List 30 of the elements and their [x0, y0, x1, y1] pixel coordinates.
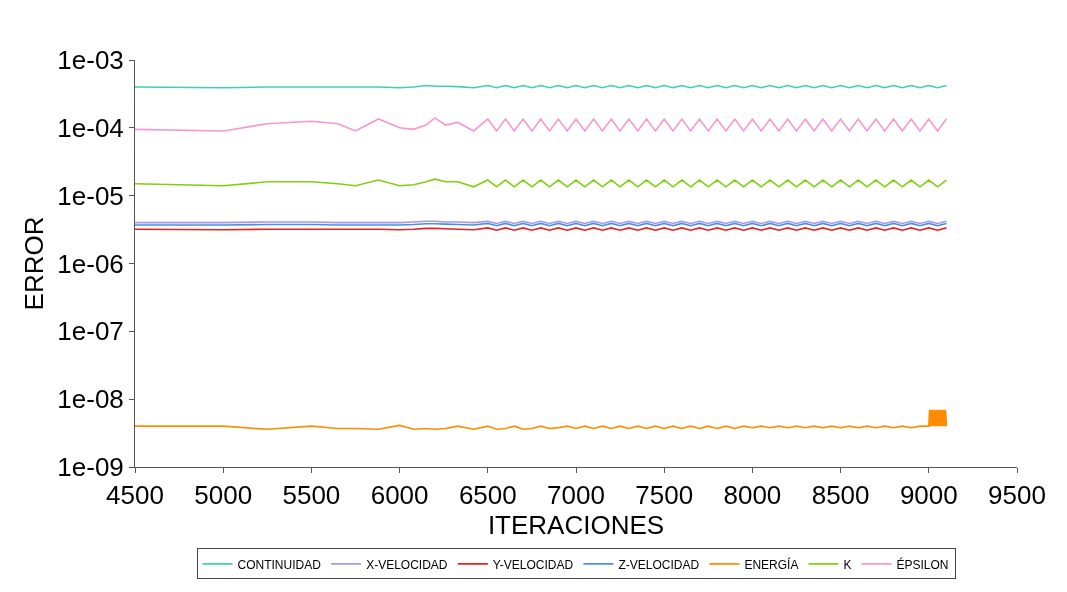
legend-label: ENERGÍA	[744, 556, 799, 572]
legend-label: Z-VELOCIDAD	[618, 557, 700, 572]
x-tick-label: 8000	[723, 480, 782, 511]
x-axis-title: ITERACIONES	[487, 510, 665, 541]
y-tick-label: 1e-08	[57, 384, 124, 415]
y-tick-label: 1e-09	[57, 452, 124, 483]
x-tick-label: 6500	[458, 480, 517, 511]
legend-label: ÉPSILON	[896, 556, 949, 572]
line-series	[135, 178, 948, 188]
x-tick-label: 8500	[811, 480, 870, 511]
y-tick-label: 1e-04	[57, 112, 124, 143]
y-axis-title: ERROR	[18, 216, 49, 311]
x-tick-label: 5000	[194, 480, 253, 511]
y-tick-label: 1e-07	[57, 316, 124, 347]
legend-label: K	[843, 557, 852, 572]
legend-label: X-VELOCIDAD	[366, 557, 448, 572]
line-series	[135, 408, 948, 431]
y-tick-label: 1e-06	[57, 248, 124, 279]
x-tick-label: 5500	[282, 480, 341, 511]
x-tick-label: 7000	[547, 480, 605, 511]
line-series	[135, 117, 948, 132]
legend-label: CONTINUIDAD	[237, 557, 322, 572]
x-tick-label: 4500	[106, 480, 164, 511]
legend-label: Y-VELOCIDAD	[492, 557, 574, 572]
x-tick-label: 9500	[988, 480, 1046, 511]
x-tick-label: 6000	[370, 480, 429, 511]
x-tick-label: 7500	[635, 480, 694, 511]
y-tick-label: 1e-05	[57, 180, 124, 211]
y-tick-label: 1e-03	[57, 45, 124, 76]
x-tick-label: 9000	[899, 480, 958, 511]
